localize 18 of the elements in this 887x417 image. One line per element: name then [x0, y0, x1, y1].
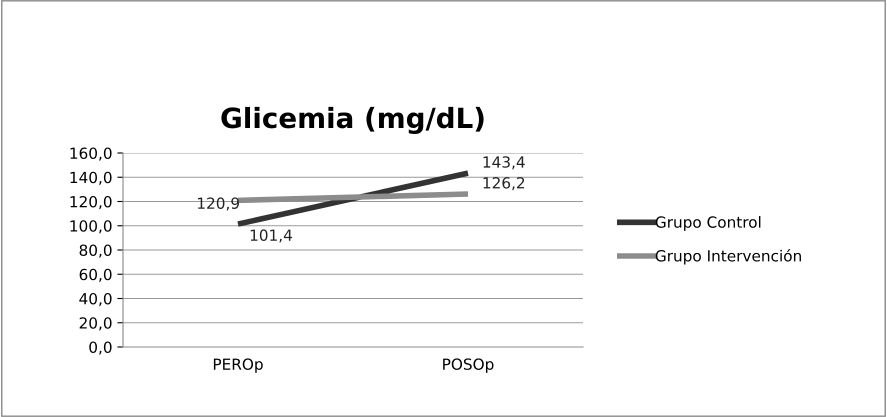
- data-label: 101,4: [250, 229, 292, 242]
- y-tick-label: 60,0: [80, 268, 112, 282]
- y-tick-label: 140,0: [70, 172, 112, 185]
- data-label: 143,4: [484, 156, 525, 170]
- data-label: 120,9: [198, 197, 239, 211]
- legend-label: Grupo Intervención: [656, 249, 801, 265]
- y-tick-label: 0,0: [89, 341, 112, 355]
- y-tick-label: 20,0: [80, 317, 112, 330]
- x-tick-label: PEROp: [214, 358, 263, 373]
- chart-title: Glicemia (mg/dL): [221, 106, 484, 134]
- x-tick-label: POSOp: [443, 358, 494, 373]
- y-tick-label: 80,0: [80, 244, 112, 258]
- data-label: 126,2: [484, 177, 524, 190]
- y-tick-label: 100,0: [70, 220, 112, 234]
- y-tick-label: 120,0: [70, 196, 112, 210]
- y-tick-label: 40,0: [79, 292, 112, 306]
- y-tick-label: 160,0: [70, 147, 112, 161]
- legend-label: Grupo Control: [656, 216, 760, 231]
